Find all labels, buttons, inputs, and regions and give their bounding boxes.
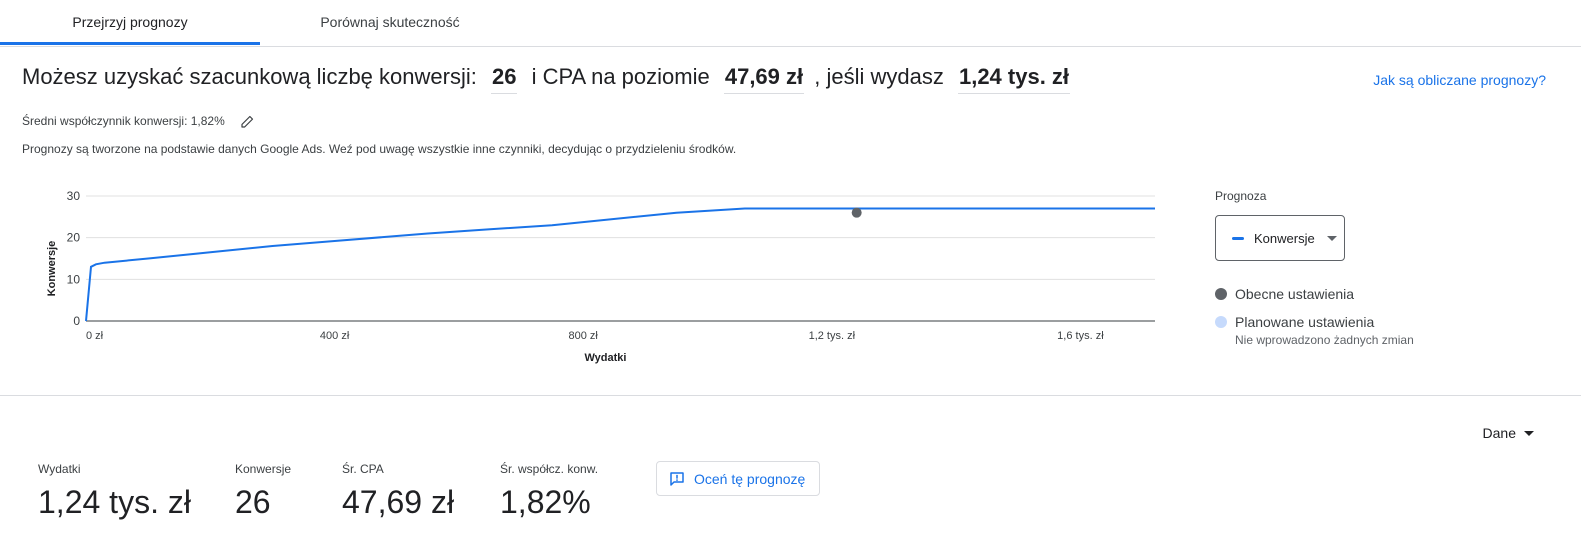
metric-conversions: Konwersje 26 bbox=[235, 462, 291, 521]
forecast-headline: Możesz uzyskać szacunkową liczbę konwers… bbox=[22, 64, 1071, 94]
metric-dropdown-label: Konwersje bbox=[1254, 230, 1315, 246]
tab-bar: Przejrzyj prognozy Porównaj skuteczność bbox=[0, 0, 1581, 47]
chevron-down-icon bbox=[1524, 430, 1534, 436]
x-tick-label: 800 zł bbox=[569, 330, 599, 342]
headline-prefix: Możesz uzyskać szacunkową liczbę konwers… bbox=[22, 64, 477, 89]
metric-value: 1,82% bbox=[500, 484, 591, 520]
metric-label: Śr. CPA bbox=[342, 462, 384, 476]
series-color-swatch bbox=[1232, 236, 1244, 240]
forecast-chart: 0 10 20 30 0 zł 400 zł 800 zł 1,2 tys. zł 1,6 t… bbox=[46, 189, 1155, 364]
metric-value: 1,24 tys. zł bbox=[38, 484, 191, 520]
section-divider bbox=[0, 395, 1581, 396]
how-forecasts-calculated-link[interactable]: Jak są obliczane prognozy? bbox=[1373, 72, 1546, 88]
metric-label: Wydatki bbox=[38, 462, 81, 476]
rate-forecast-button[interactable]: Oceń tę prognozę bbox=[656, 461, 820, 496]
legend-current-settings: Obecne ustawienia bbox=[1215, 286, 1354, 302]
x-tick-label: 1,6 tys. zł bbox=[1057, 330, 1104, 342]
rate-forecast-label: Oceń tę prognozę bbox=[694, 470, 806, 487]
conversion-rate-text: Średni współczynnik konwersji: 1,82% bbox=[22, 114, 225, 128]
data-dropdown[interactable]: Dane bbox=[1483, 425, 1534, 441]
legend-planned-settings: Planowane ustawienia bbox=[1215, 314, 1374, 330]
metric-avg-cpa: Śr. CPA 47,69 zł bbox=[342, 462, 454, 521]
metric-dropdown[interactable]: Konwersje bbox=[1215, 215, 1345, 261]
y-tick-label: 30 bbox=[67, 189, 81, 203]
headline-suffix: , jeśli wydasz bbox=[814, 64, 944, 89]
headline-mid: i CPA na poziomie bbox=[531, 64, 710, 89]
active-tab-indicator bbox=[0, 42, 260, 45]
headline-cpa-value[interactable]: 47,69 zł bbox=[723, 64, 805, 94]
conversion-rate-row: Średni współczynnik konwersji: 1,82% bbox=[22, 112, 257, 130]
legend-planned-label: Planowane ustawienia bbox=[1235, 314, 1375, 330]
data-dropdown-label: Dane bbox=[1482, 425, 1516, 441]
metric-value: 47,69 zł bbox=[342, 484, 455, 520]
metric-spend: Wydatki 1,24 tys. zł bbox=[38, 462, 191, 521]
metric-label: Konwersje bbox=[235, 462, 292, 476]
y-tick-label: 10 bbox=[67, 272, 81, 286]
metric-value: 26 bbox=[235, 484, 271, 520]
legend-current-label: Obecne ustawienia bbox=[1235, 286, 1355, 302]
x-axis-label: Wydatki bbox=[585, 352, 627, 364]
current-settings-point[interactable] bbox=[851, 207, 862, 218]
conversions-series-line bbox=[85, 207, 1155, 322]
headline-spend-value[interactable]: 1,24 tys. zł bbox=[957, 64, 1071, 94]
x-tick-label: 400 zł bbox=[320, 330, 350, 342]
x-tick-label: 0 zł bbox=[86, 330, 104, 342]
x-tick-label: 1,2 tys. zł bbox=[809, 330, 856, 342]
chevron-down-icon bbox=[1326, 235, 1337, 241]
feedback-icon bbox=[670, 471, 684, 486]
tab-compare-performance[interactable]: Porównaj skuteczność bbox=[320, 14, 460, 30]
legend-title: Prognoza bbox=[1215, 189, 1267, 203]
pencil-icon[interactable] bbox=[239, 112, 257, 130]
y-axis-label: Konwersje bbox=[46, 241, 58, 297]
metric-label: Śr. współcz. konw. bbox=[500, 462, 599, 476]
headline-conversions-value[interactable]: 26 bbox=[490, 64, 518, 94]
metric-avg-conversion-rate: Śr. współcz. konw. 1,82% bbox=[500, 462, 598, 521]
tab-review-forecasts[interactable]: Przejrzyj prognozy bbox=[72, 14, 188, 30]
current-settings-dot bbox=[1215, 288, 1227, 300]
y-tick-label: 0 bbox=[73, 314, 80, 328]
planned-settings-dot bbox=[1215, 316, 1227, 328]
legend-planned-subtext: Nie wprowadzono żadnych zmian bbox=[1235, 333, 1414, 347]
y-tick-label: 20 bbox=[67, 231, 81, 245]
forecast-disclaimer: Prognozy są tworzone na podstawie danych… bbox=[22, 142, 737, 156]
